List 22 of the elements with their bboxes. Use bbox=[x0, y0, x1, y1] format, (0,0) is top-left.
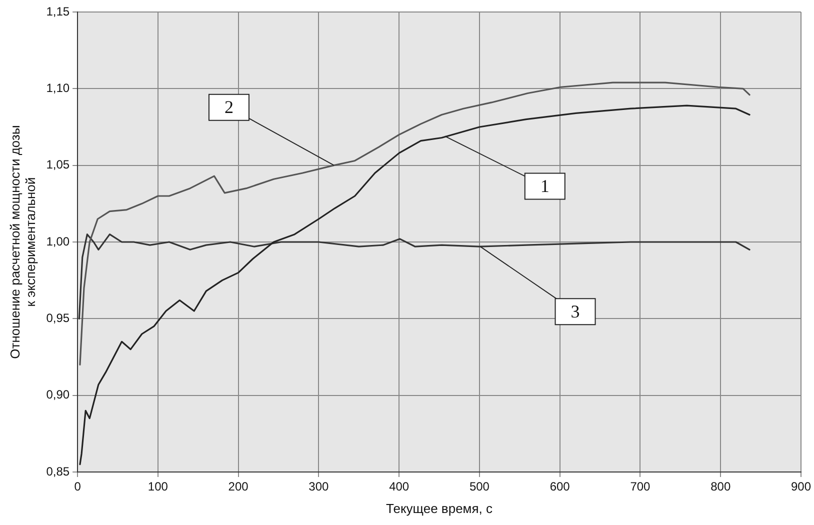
annotation: 3 bbox=[570, 301, 580, 322]
y-tick-label: 1,15 bbox=[46, 4, 70, 18]
y-tick-label: 1,05 bbox=[46, 158, 70, 172]
annotation: 2 bbox=[224, 97, 234, 118]
x-tick-label: 300 bbox=[308, 480, 330, 494]
x-tick-label: 0 bbox=[74, 480, 82, 494]
x-tick-label: 400 bbox=[389, 480, 410, 494]
y-axis-title: Отношение расчетной мощности дозы к экспериментальной bbox=[7, 125, 38, 359]
x-tick-label: 500 bbox=[469, 480, 490, 494]
y-tick-label: 0,90 bbox=[46, 388, 70, 402]
x-tick-label: 900 bbox=[790, 480, 812, 494]
y-tick-label: 1,10 bbox=[46, 80, 70, 95]
x-tick-label: 700 bbox=[630, 480, 651, 494]
x-axis-title: Текущее время, с bbox=[386, 500, 493, 516]
x-tick-label: 600 bbox=[550, 480, 570, 494]
y-tick-label: 1,00 bbox=[46, 234, 70, 248]
y-tick-label: 0,95 bbox=[46, 310, 70, 325]
x-tick-label: 100 bbox=[148, 480, 168, 494]
x-tick-label: 200 bbox=[228, 480, 249, 494]
y-tick-label: 0,85 bbox=[46, 464, 70, 478]
x-tick-label: 800 bbox=[710, 480, 731, 494]
annotation: 1 bbox=[540, 176, 550, 196]
